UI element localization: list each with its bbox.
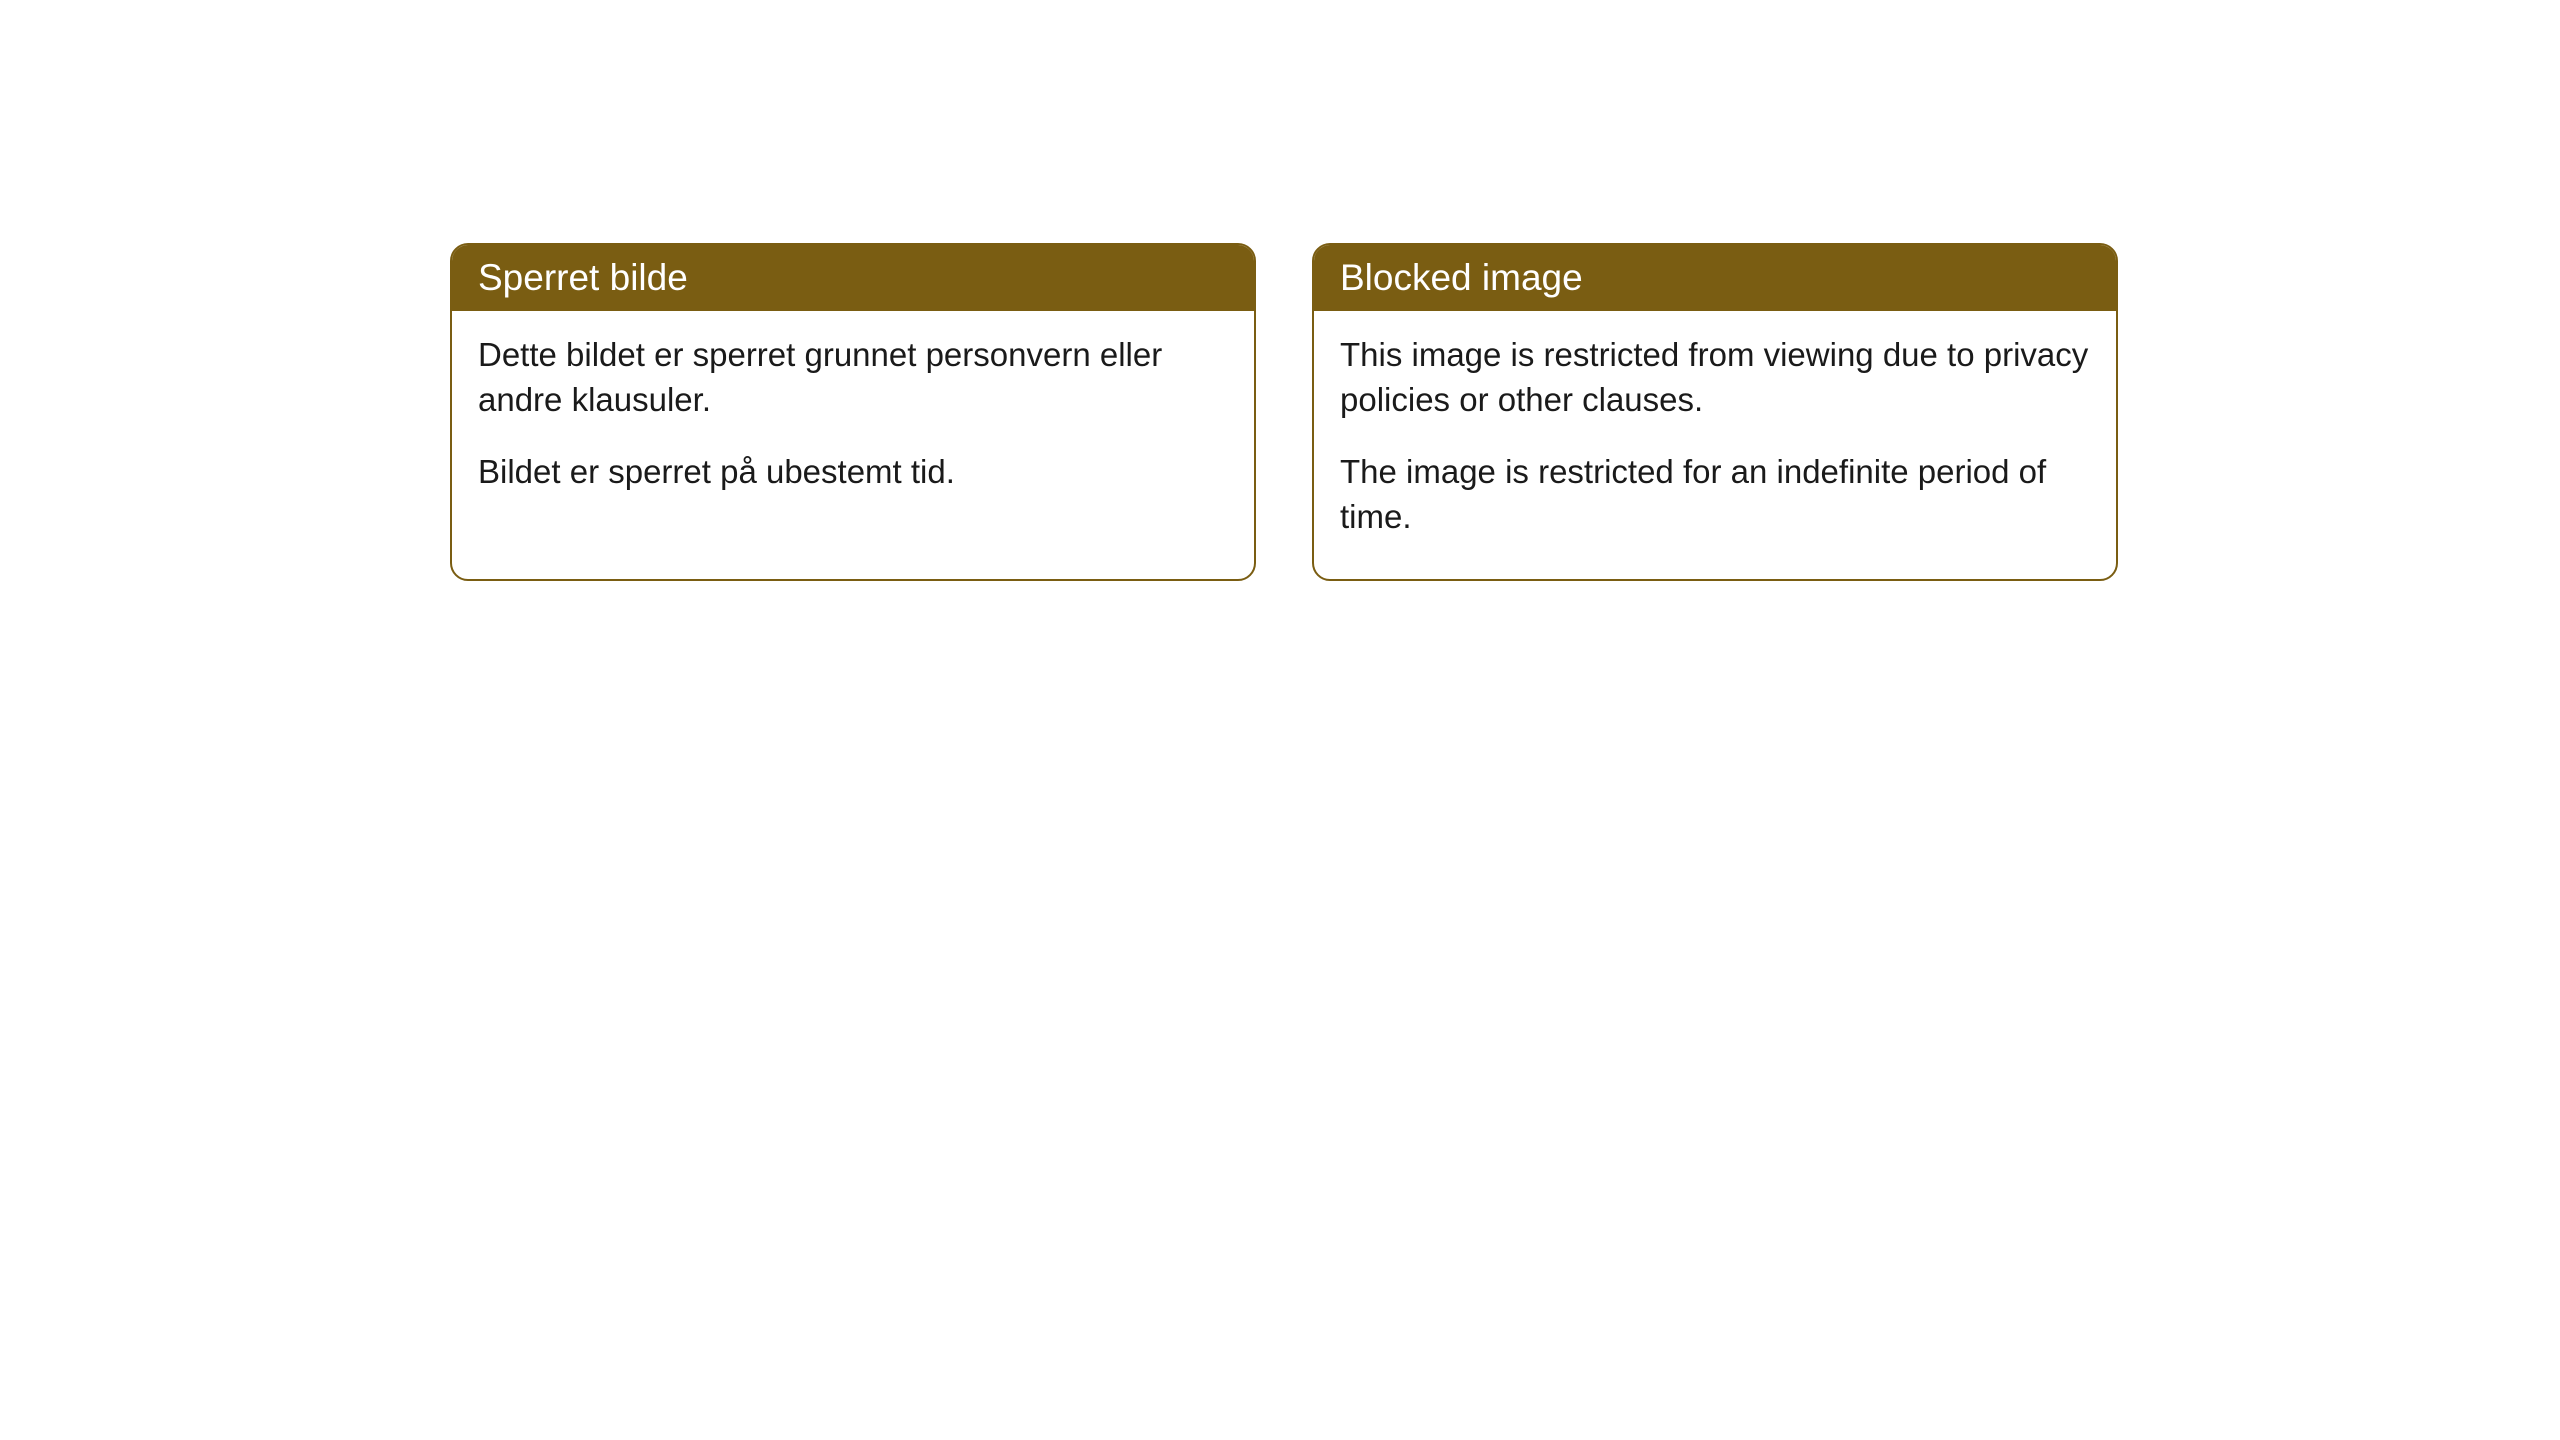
blocked-image-card-en: Blocked image This image is restricted f… bbox=[1312, 243, 2118, 581]
card-text-en-2: The image is restricted for an indefinit… bbox=[1340, 450, 2090, 539]
card-text-no-2: Bildet er sperret på ubestemt tid. bbox=[478, 450, 1228, 495]
card-body-en: This image is restricted from viewing du… bbox=[1314, 311, 2116, 579]
card-body-no: Dette bildet er sperret grunnet personve… bbox=[452, 311, 1254, 535]
card-header-en: Blocked image bbox=[1314, 245, 2116, 311]
card-text-no-1: Dette bildet er sperret grunnet personve… bbox=[478, 333, 1228, 422]
card-header-no: Sperret bilde bbox=[452, 245, 1254, 311]
notice-container: Sperret bilde Dette bildet er sperret gr… bbox=[450, 243, 2118, 581]
blocked-image-card-no: Sperret bilde Dette bildet er sperret gr… bbox=[450, 243, 1256, 581]
card-text-en-1: This image is restricted from viewing du… bbox=[1340, 333, 2090, 422]
